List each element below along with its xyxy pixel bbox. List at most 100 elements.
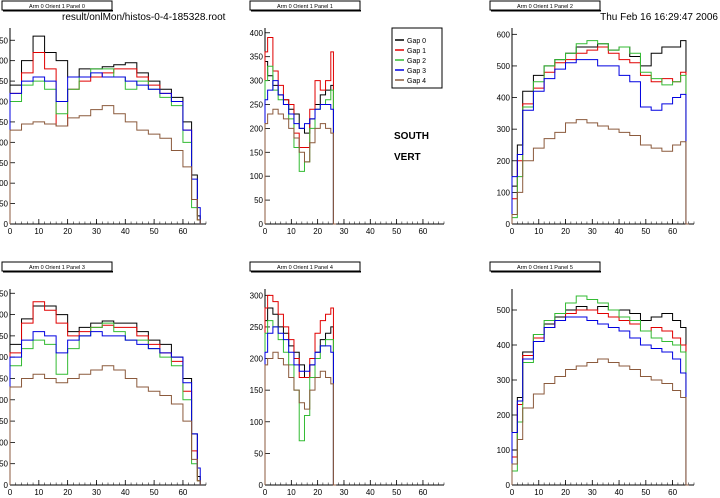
y-tick-label: 300	[250, 291, 264, 300]
y-tick-label: 250	[0, 374, 9, 383]
x-tick-label: 60	[668, 227, 677, 236]
y-tick-label: 350	[250, 53, 264, 62]
x-tick-label: 0	[8, 488, 13, 497]
y-tick-label: 100	[497, 446, 511, 455]
x-tick-label: 30	[340, 488, 349, 497]
x-tick-label: 50	[150, 227, 159, 236]
x-tick-label: 10	[34, 488, 43, 497]
series-line	[511, 46, 689, 225]
y-tick-label: 100	[0, 179, 9, 188]
legend-label: Gap 0	[407, 38, 426, 45]
x-tick-label: 40	[366, 488, 375, 497]
chart-panel-2: Arm 0 Orient 1 Panel 20 10 20 30 40 50 6001002…	[489, 0, 695, 236]
x-tick-label: 60	[178, 227, 187, 236]
y-tick-label: 150	[250, 386, 264, 395]
x-tick-label: 0	[8, 227, 13, 236]
series-line	[264, 351, 337, 486]
annotation-vert: VERT	[394, 152, 421, 163]
y-tick-label: 100	[0, 438, 9, 447]
y-tick-label: 100	[250, 418, 264, 427]
series-line	[264, 37, 337, 225]
x-tick-label: 0	[510, 227, 515, 236]
series-line	[264, 294, 337, 486]
chart-panel-0: Arm 0 Orient 1 Panel 0 0 10 20 30 40 50 60 0 50 10…	[0, 0, 207, 236]
y-tick-label: 400	[0, 311, 9, 320]
y-tick-label: 50	[254, 449, 263, 458]
y-tick-label: 300	[0, 98, 9, 107]
series-line	[511, 59, 689, 225]
series-line	[264, 307, 337, 486]
chart-panel-4: Arm 0 Orient 1 Panel 4 0 10 20 30 40 50 60 0 50 10…	[249, 261, 445, 497]
series-line	[9, 35, 201, 224]
x-tick-label: 50	[641, 488, 650, 497]
y-tick-label: 0	[4, 220, 9, 229]
y-tick-label: 250	[250, 100, 264, 109]
panel-title-shadow	[3, 271, 113, 273]
y-tick-label: 50	[0, 200, 9, 209]
chart-panel-5: Arm 0 Orient 1 Panel 5 0 10 20 30 40 50 60 0 100 2…	[489, 261, 695, 497]
legend-label: Gap 2	[407, 58, 426, 65]
y-tick-label: 400	[0, 57, 9, 66]
y-tick-label: 50	[254, 196, 263, 205]
chart-panel-3: Arm 0 Orient 1 Panel 3 0 10 20 30 40 50 60 0 50 10…	[0, 261, 207, 497]
x-tick-label: 60	[418, 488, 427, 497]
series-line	[9, 301, 201, 485]
y-tick-label: 200	[497, 157, 511, 166]
series-line	[511, 309, 689, 486]
x-tick-label: 40	[615, 488, 624, 497]
x-tick-label: 50	[392, 227, 401, 236]
panel-title: Arm 0 Orient 1 Panel 1	[277, 4, 333, 10]
x-tick-label: 40	[121, 227, 130, 236]
y-tick-label: 250	[0, 118, 9, 127]
x-tick-label: 40	[121, 488, 130, 497]
y-tick-label: 0	[4, 481, 9, 490]
x-tick-label: 50	[150, 488, 159, 497]
x-tick-label: 20	[313, 488, 322, 497]
x-tick-label: 0	[263, 488, 268, 497]
y-tick-label: 0	[259, 481, 264, 490]
y-tick-label: 200	[0, 396, 9, 405]
x-tick-label: 0	[510, 488, 515, 497]
y-tick-label: 0	[506, 481, 511, 490]
panel-title: Arm 0 Orient 1 Panel 5	[517, 265, 573, 271]
x-tick-label: 10	[534, 488, 543, 497]
y-tick-label: 600	[497, 30, 511, 39]
series-line	[9, 322, 201, 485]
y-tick-label: 350	[0, 77, 9, 86]
y-tick-label: 300	[250, 77, 264, 86]
y-tick-label: 150	[250, 148, 264, 157]
series-line	[511, 40, 689, 225]
y-tick-label: 200	[250, 124, 264, 133]
x-tick-label: 50	[392, 488, 401, 497]
legend-box	[391, 27, 443, 89]
x-tick-label: 30	[92, 227, 101, 236]
x-tick-label: 0	[263, 227, 268, 236]
panel-title-shadow	[251, 271, 361, 273]
y-tick-label: 300	[0, 353, 9, 362]
panel-title-shadow	[3, 10, 113, 12]
x-tick-label: 30	[588, 488, 597, 497]
x-tick-label: 30	[588, 227, 597, 236]
y-tick-label: 400	[497, 94, 511, 103]
panel-title-shadow	[491, 271, 601, 273]
y-tick-label: 200	[0, 138, 9, 147]
x-tick-label: 40	[366, 227, 375, 236]
panel-title: Arm 0 Orient 1 Panel 4	[277, 265, 333, 271]
x-tick-label: 20	[63, 227, 72, 236]
panel-title: Arm 0 Orient 1 Panel 3	[29, 265, 85, 271]
chart-panel-1: Arm 0 Orient 1 Panel 1 0 10 20 30 40 50 60 0 50 10…	[249, 0, 445, 236]
x-tick-label: 10	[287, 227, 296, 236]
file-path-label: result/onlMon/histos-0-4-185328.root	[62, 12, 226, 23]
y-tick-label: 100	[497, 188, 511, 197]
panel-title-shadow	[251, 10, 361, 12]
panel-title-shadow	[491, 10, 601, 12]
series-line	[511, 358, 689, 486]
x-tick-label: 50	[641, 227, 650, 236]
y-tick-label: 350	[0, 332, 9, 341]
x-tick-label: 40	[615, 227, 624, 236]
series-line	[511, 119, 689, 225]
x-tick-label: 60	[668, 488, 677, 497]
series-line	[9, 105, 201, 224]
y-tick-label: 300	[497, 125, 511, 134]
